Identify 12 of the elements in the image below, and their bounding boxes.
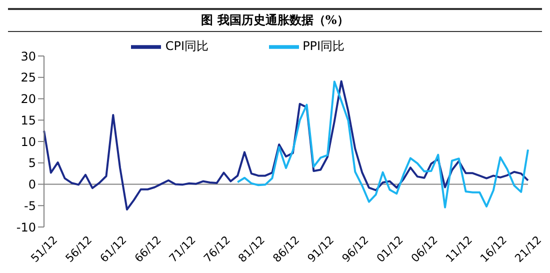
y-tick-label: 25: [20, 70, 36, 85]
chart-title: 图 我国历史通胀数据（%）: [8, 8, 542, 32]
y-tick-label: -10: [16, 220, 36, 234]
y-tick-label: 30: [20, 49, 36, 64]
y-tick-label: 0: [28, 178, 36, 192]
y-tick-label: -5: [24, 198, 36, 213]
legend-label: CPI同比: [165, 39, 209, 54]
y-tick-label: 10: [20, 134, 36, 149]
legend-label: PPI同比: [302, 39, 345, 54]
y-tick-label: 20: [20, 92, 36, 106]
y-tick-label: 15: [20, 113, 36, 128]
y-tick-label: 5: [28, 156, 36, 170]
